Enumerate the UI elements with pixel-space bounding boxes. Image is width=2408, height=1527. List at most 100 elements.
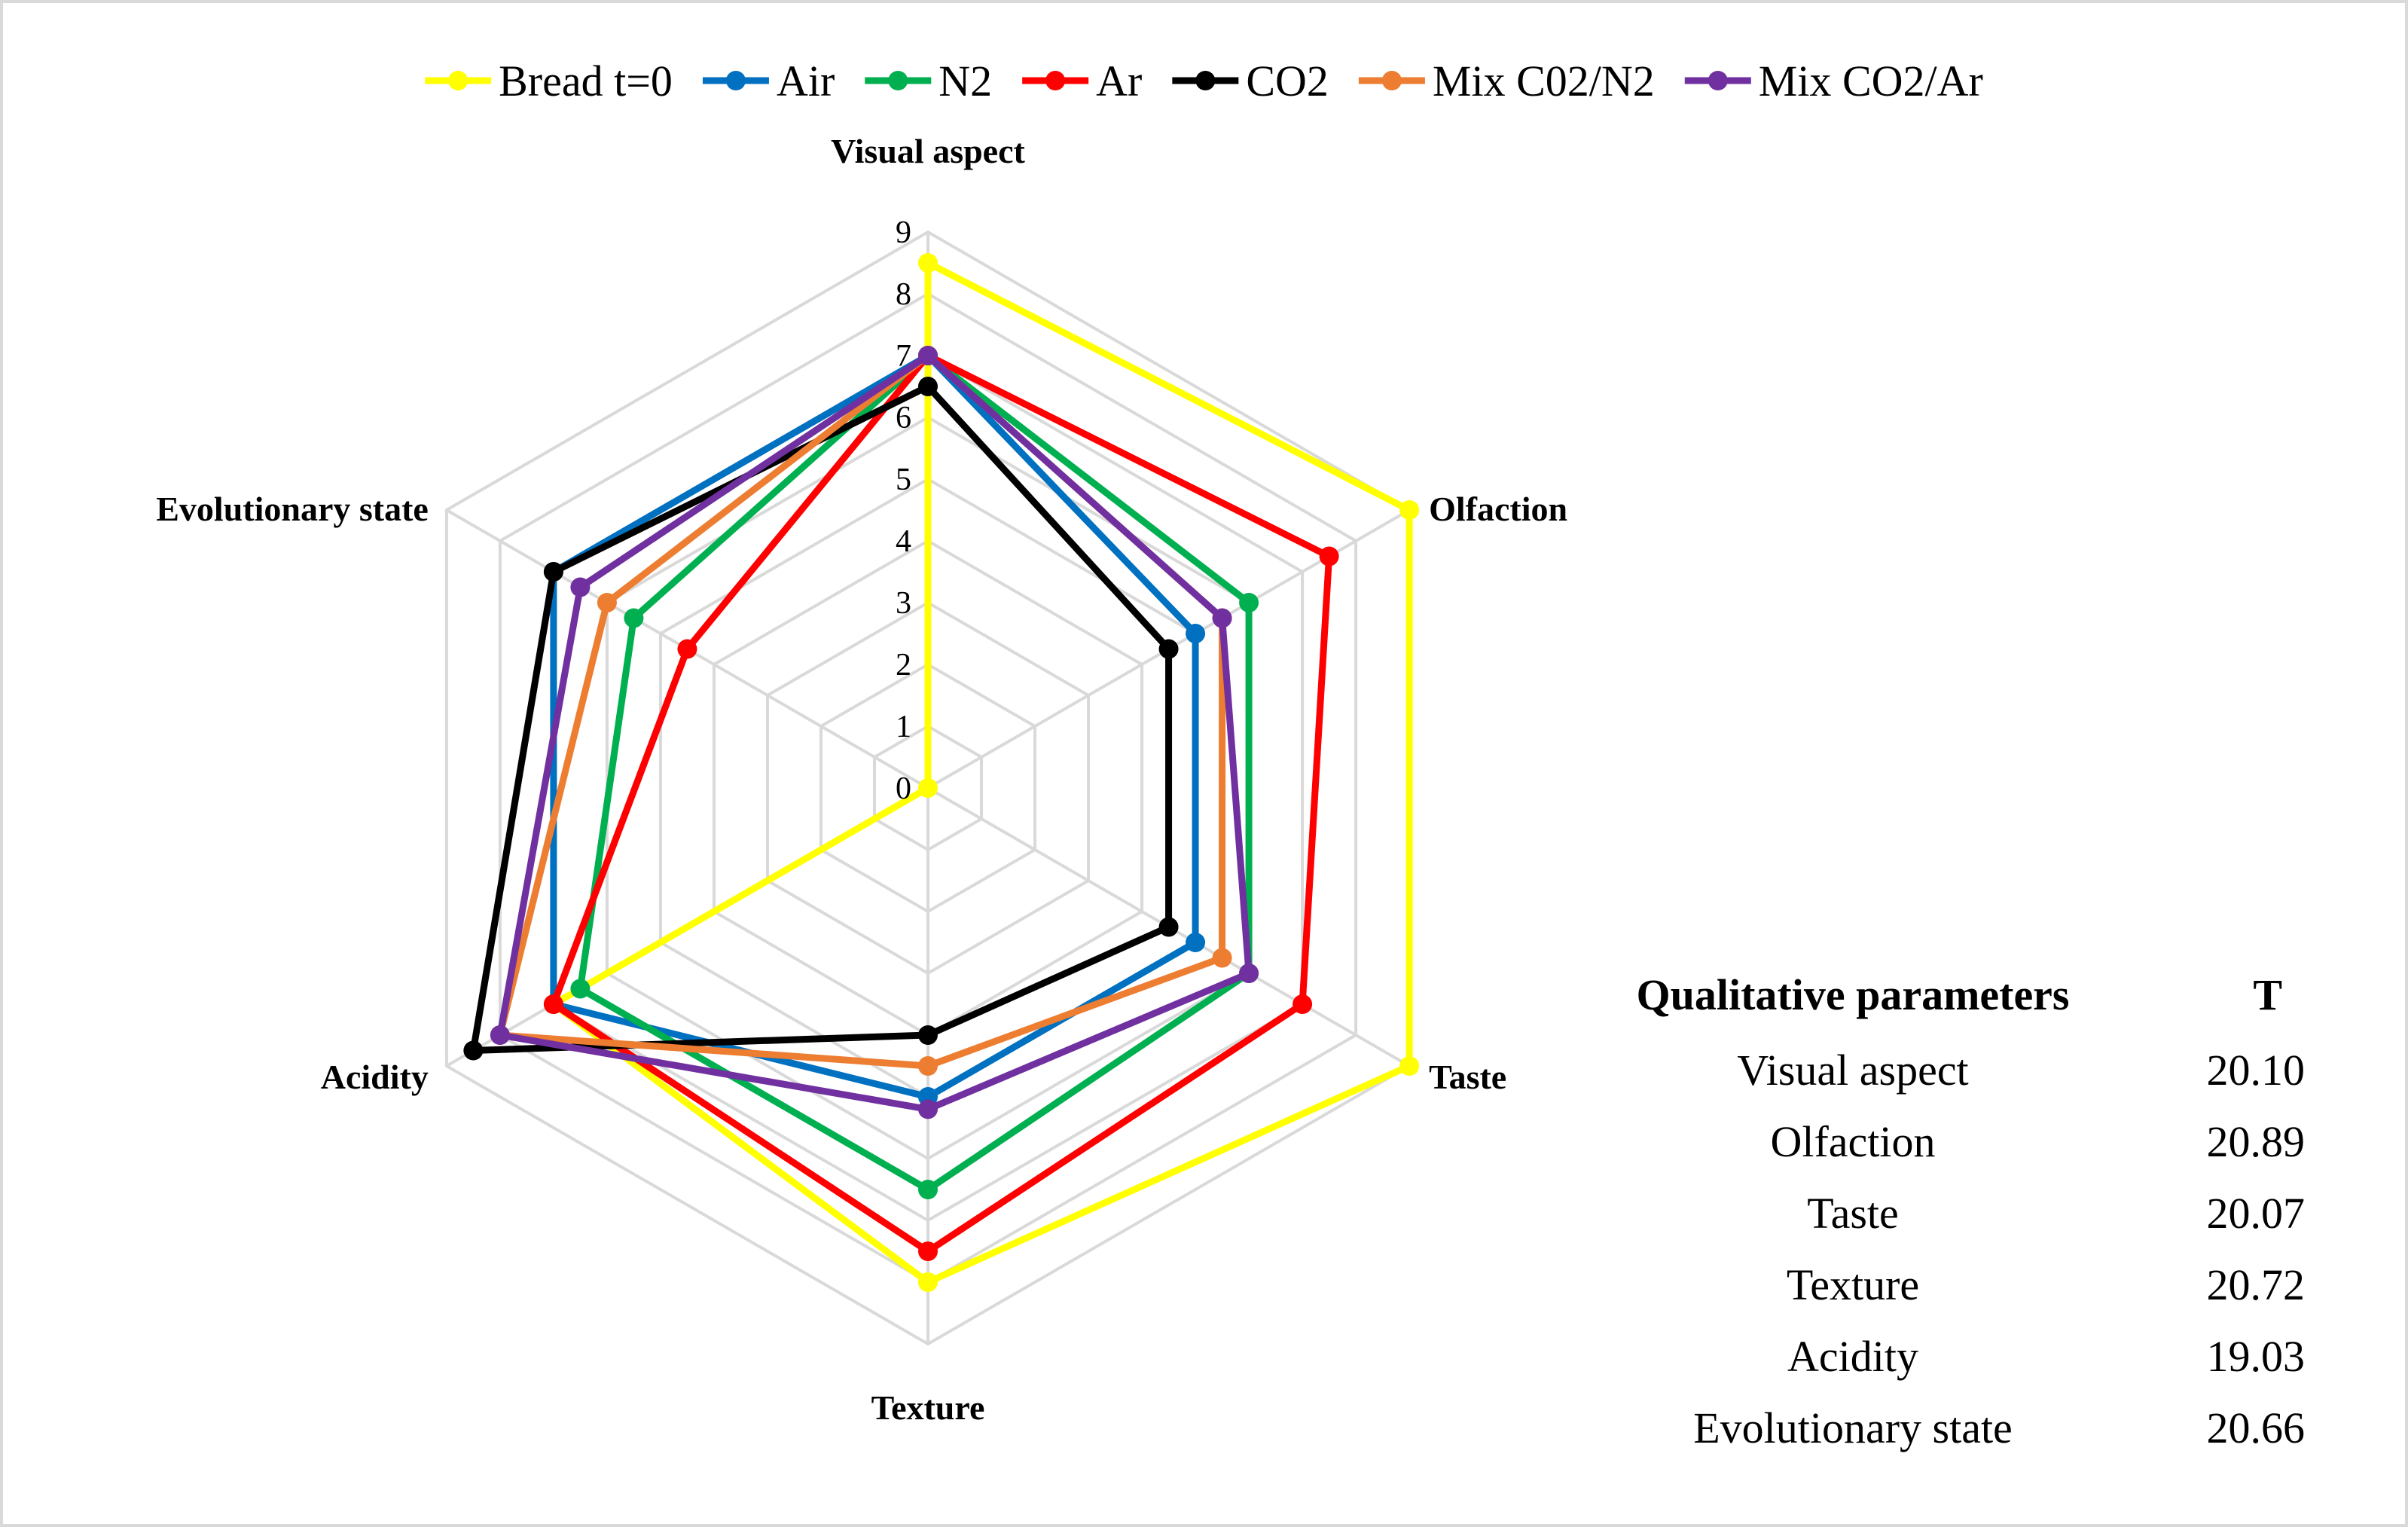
axis-label: Texture: [871, 1388, 985, 1427]
legend-item: Ar: [1022, 56, 1142, 105]
table-cell-t: 20.66: [2206, 1403, 2306, 1452]
legend-item: Bread t=0: [425, 56, 673, 105]
table-row: Visual aspect 20.10: [1582, 1034, 2350, 1106]
legend-label: CO2: [1246, 56, 1329, 105]
table-cell-parameter: Taste: [1807, 1189, 1899, 1238]
data-point: [1239, 964, 1259, 983]
axis-label: Olfaction: [1429, 490, 1567, 528]
table-cell-parameter: Acidity: [1787, 1332, 1918, 1381]
series-bread-t-0: [543, 253, 1420, 1292]
data-point: [543, 994, 563, 1014]
data-point: [543, 562, 563, 582]
table-row: Evolutionary state 20.66: [1582, 1392, 2350, 1464]
table-cell-parameter: Evolutionary state: [1693, 1403, 2013, 1452]
data-point: [1399, 1056, 1420, 1076]
legend-item: Mix CO2/Ar: [1684, 56, 1983, 105]
table-header-t: T: [2253, 970, 2282, 1019]
table-header-parameter: Qualitative parameters: [1636, 970, 2070, 1019]
data-point: [1212, 948, 1232, 968]
legend: Bread t=0 Air N2 Ar CO2 Mix C02/N2 Mix CO2/Ar: [425, 56, 1983, 105]
table-cell-t: 19.03: [2206, 1332, 2306, 1381]
tick-label: 9: [896, 215, 911, 250]
table-cell-parameter: Visual aspect: [1737, 1046, 1969, 1095]
data-point: [490, 1025, 510, 1045]
legend-swatch-marker: [448, 71, 468, 90]
tick-label: 2: [896, 648, 911, 683]
table-row: Texture 20.72: [1582, 1249, 2350, 1321]
tick-label: 4: [896, 524, 911, 559]
data-point: [624, 608, 644, 628]
radar-series: [463, 253, 1420, 1292]
series-n2: [570, 346, 1259, 1199]
data-point: [918, 1099, 938, 1119]
legend-label: Mix CO2/Ar: [1759, 56, 1983, 105]
axis-label: Taste: [1429, 1058, 1506, 1096]
legend-swatch-marker: [1708, 71, 1728, 90]
legend-swatch-marker: [725, 71, 746, 90]
legend-label: Ar: [1096, 56, 1142, 105]
data-point: [1239, 593, 1259, 612]
legend-label: Bread t=0: [499, 56, 673, 105]
data-point: [597, 593, 617, 612]
legend-swatch-marker: [1381, 71, 1402, 90]
data-point: [918, 377, 938, 396]
data-point: [918, 1241, 938, 1261]
series-line: [550, 352, 1199, 1101]
table-cell-parameter: Olfaction: [1770, 1117, 1936, 1166]
radar-labels: 0 1 2 3 4 5 6 7 8 9 Visual aspect Olfaction Taste Tex…: [156, 132, 1567, 1427]
data-point: [463, 1040, 484, 1061]
data-point: [918, 346, 938, 365]
legend-swatch-marker: [1195, 71, 1216, 90]
data-point: [918, 1056, 938, 1076]
data-point: [918, 253, 938, 273]
data-point: [918, 1272, 938, 1292]
data-point: [677, 639, 697, 659]
data-point: [1186, 933, 1206, 952]
data-point: [918, 1025, 938, 1045]
tick-label: 1: [896, 710, 911, 744]
legend-item: Air: [702, 56, 835, 105]
data-point: [1186, 624, 1206, 643]
table-cell-t: 20.10: [2206, 1046, 2306, 1095]
axis-label: Evolutionary state: [156, 490, 429, 528]
data-point: [570, 979, 591, 999]
data-point: [1319, 546, 1339, 567]
data-point: [1158, 917, 1179, 937]
legend-label: N2: [938, 56, 992, 105]
series-mix-co2-ar: [490, 346, 1259, 1119]
series-co2: [463, 377, 1179, 1061]
data-point: [570, 577, 591, 597]
legend-swatch-marker: [888, 71, 908, 90]
legend-item: CO2: [1172, 56, 1329, 105]
data-point: [1158, 639, 1179, 659]
data-point: [918, 1180, 938, 1199]
table-row: Acidity 19.03: [1582, 1321, 2350, 1392]
table-cell-t: 20.07: [2206, 1189, 2306, 1238]
tick-label: 7: [896, 339, 911, 374]
legend-swatch-marker: [1045, 71, 1066, 90]
tick-label: 8: [896, 277, 911, 312]
tick-label: 5: [896, 463, 911, 497]
axis-label: Acidity: [321, 1058, 429, 1096]
data-point: [1399, 500, 1420, 520]
data-point: [918, 778, 938, 798]
table-cell-parameter: Texture: [1786, 1260, 1920, 1309]
table-cell-t: 20.89: [2206, 1117, 2306, 1166]
tick-label: 6: [896, 401, 911, 435]
legend-item: Mix C02/N2: [1358, 56, 1655, 105]
table-row: Taste 20.07: [1582, 1177, 2350, 1249]
series-ar: [543, 346, 1339, 1261]
tick-label: 0: [896, 771, 911, 806]
axis-label: Visual aspect: [831, 132, 1025, 170]
data-point: [1212, 608, 1232, 628]
legend-label: Air: [777, 56, 835, 105]
parameters-table: Qualitative parameters T Visual aspect 2…: [1582, 968, 2350, 1464]
table-cell-t: 20.72: [2206, 1260, 2306, 1309]
table-row: Olfaction 20.89: [1582, 1106, 2350, 1177]
data-point: [1293, 994, 1313, 1014]
legend-item: N2: [865, 56, 992, 105]
series-line: [496, 352, 1253, 1113]
tick-label: 3: [896, 586, 911, 621]
